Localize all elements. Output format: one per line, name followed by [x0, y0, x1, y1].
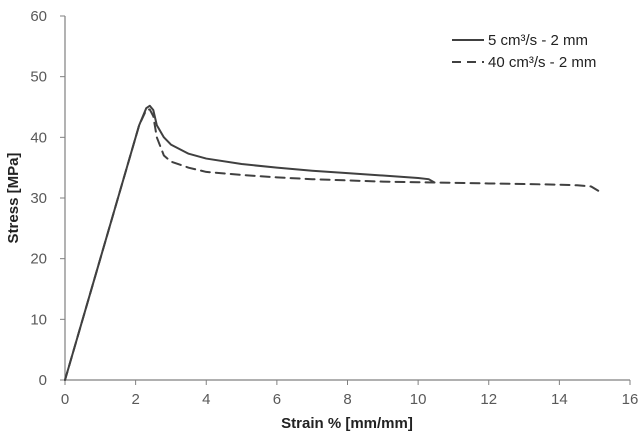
x-tick-label: 14 — [551, 391, 568, 408]
y-tick-label: 50 — [30, 69, 47, 86]
y-tick-label: 10 — [30, 311, 47, 328]
y-tick-label: 0 — [39, 372, 47, 389]
x-tick-label: 16 — [622, 391, 639, 408]
y-tick-label: 60 — [30, 8, 47, 25]
y-tick-labels: 0 10 20 30 40 50 60 — [30, 8, 65, 389]
x-tick-label: 12 — [480, 391, 497, 408]
x-tick-label: 6 — [273, 391, 281, 408]
legend: 5 cm³/s - 2 mm 40 cm³/s - 2 mm — [452, 32, 596, 71]
y-tick-label: 20 — [30, 251, 47, 268]
x-tick-label: 0 — [61, 391, 69, 408]
x-tick-label: 10 — [410, 391, 427, 408]
series-line-1 — [64, 104, 436, 381]
y-axis-title: Stress [MPa] — [5, 153, 22, 244]
legend-label-series-1: 5 cm³/s - 2 mm — [488, 32, 588, 49]
y-tick-label: 30 — [30, 190, 47, 207]
x-axis-title: Strain % [mm/mm] — [281, 415, 413, 432]
y-tick-label: 40 — [30, 129, 47, 146]
x-tick-label: 4 — [202, 391, 210, 408]
legend-label-series-2: 40 cm³/s - 2 mm — [488, 54, 596, 71]
x-tick-labels: 0 2 4 6 8 10 12 14 16 — [61, 380, 639, 408]
x-tick-label: 8 — [343, 391, 351, 408]
series-line-2 — [64, 108, 600, 381]
series-lines — [64, 104, 600, 381]
x-tick-label: 2 — [131, 391, 139, 408]
